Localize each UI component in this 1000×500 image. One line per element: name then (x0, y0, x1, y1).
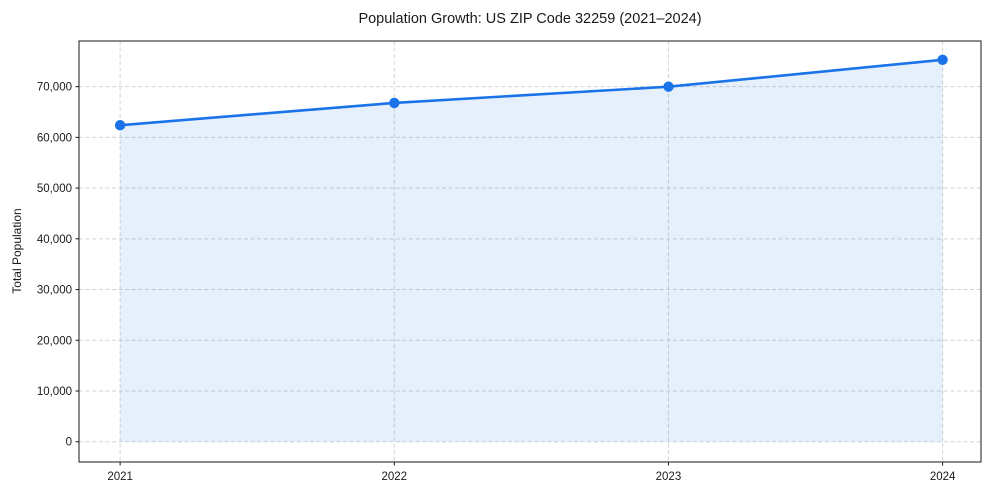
data-point (663, 81, 674, 92)
x-tick-label: 2023 (656, 471, 682, 483)
area-fill (120, 59, 943, 442)
y-tick-label: 30,000 (37, 285, 72, 297)
chart-title: Population Growth: US ZIP Code 32259 (20… (358, 11, 702, 27)
y-tick-label: 40,000 (37, 234, 72, 246)
data-point (937, 54, 948, 65)
x-tick-label: 2024 (930, 471, 956, 483)
y-tick-label: 60,000 (37, 132, 72, 144)
y-tick-label: 20,000 (37, 335, 72, 347)
y-tick-label: 0 (66, 437, 72, 449)
plot-frame (78, 40, 982, 463)
data-point (114, 120, 126, 131)
line-series (118, 58, 944, 127)
data-point (389, 97, 400, 109)
x-tick-label: 2022 (381, 471, 407, 483)
y-tick-label: 50,000 (37, 183, 72, 195)
y-tick-label: 70,000 (37, 82, 72, 94)
y-tick-label: 10,000 (37, 386, 72, 398)
x-tick-label: 2021 (107, 471, 133, 483)
